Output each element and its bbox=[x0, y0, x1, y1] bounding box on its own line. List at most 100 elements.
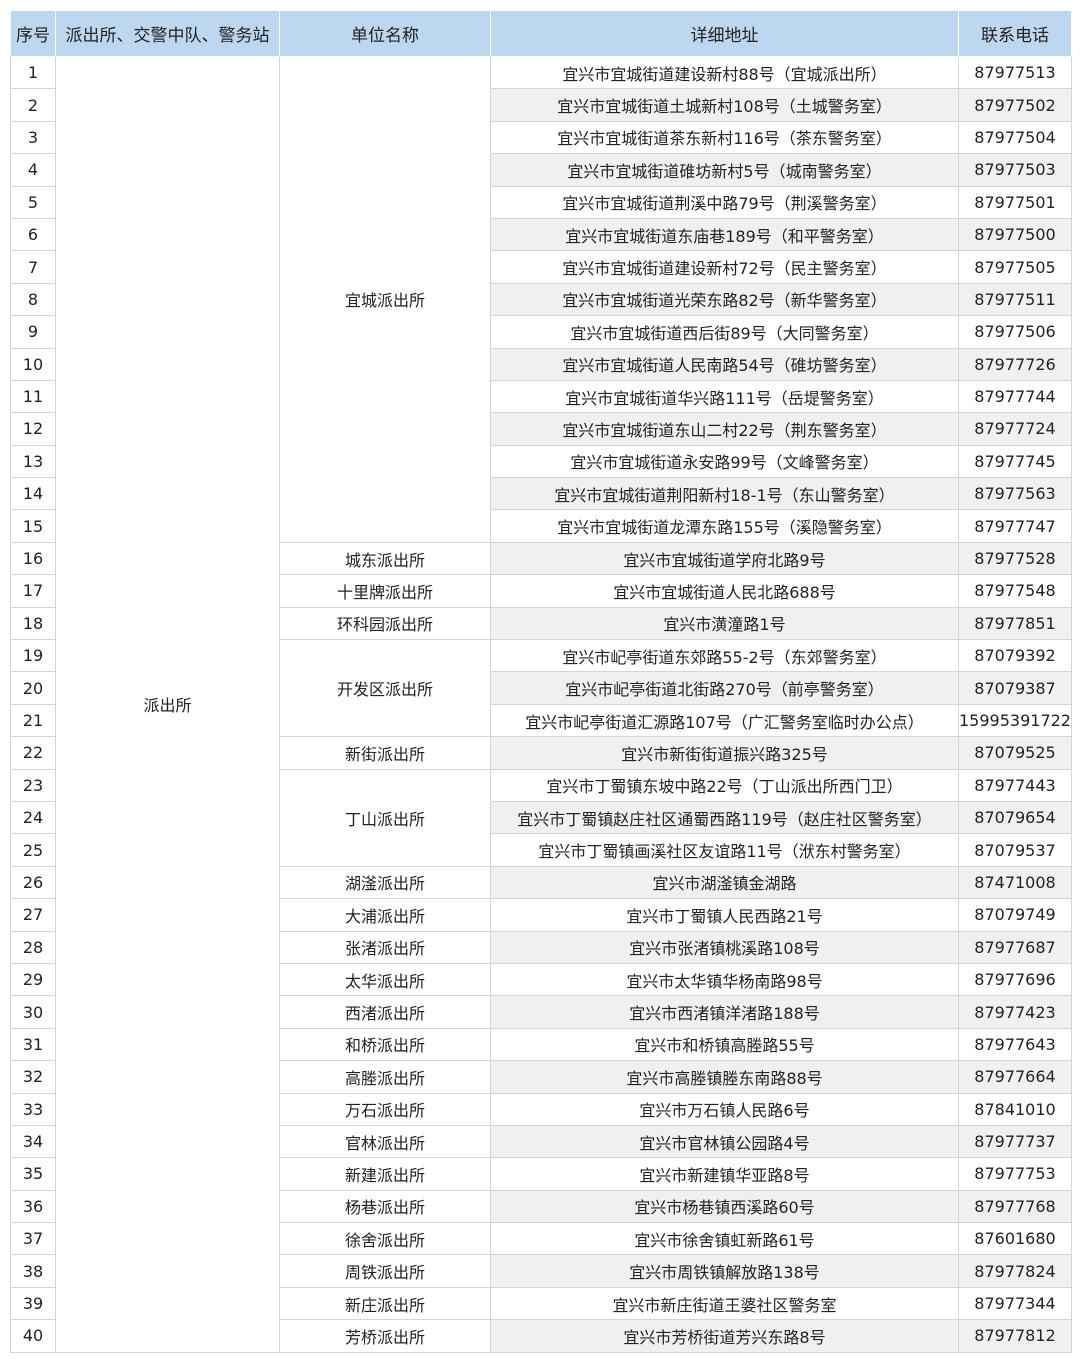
unit-name: 丁山派出所 bbox=[279, 768, 491, 867]
unit-name: 十里牌派出所 bbox=[279, 574, 491, 608]
phone-cell: 87977506 bbox=[958, 315, 1072, 349]
row-index: 39 bbox=[10, 1286, 56, 1321]
phone-cell: 87079749 bbox=[958, 898, 1072, 932]
unit-name: 开发区派出所 bbox=[279, 639, 491, 738]
address-cell: 宜兴市西渚镇洋渚路188号 bbox=[490, 995, 959, 1029]
row-index: 31 bbox=[10, 1027, 56, 1062]
row-index: 34 bbox=[10, 1124, 56, 1159]
address-cell: 宜兴市宜城街道光荣东路82号（新华警务室） bbox=[490, 282, 959, 317]
phone-cell: 87977812 bbox=[958, 1319, 1072, 1353]
address-cell: 宜兴市宜城街道东庙巷189号（和平警务室） bbox=[490, 217, 959, 252]
phone-cell: 87977724 bbox=[958, 412, 1072, 446]
table-row: 22 新街派出所 宜兴市新街街道振兴路325号 87079525 bbox=[10, 736, 1072, 770]
phone-cell: 87977344 bbox=[958, 1286, 1072, 1321]
table-row: 4 宜兴市宜城街道碓坊新村5号（城南警务室） 87977503 bbox=[10, 153, 1072, 187]
table-row: 9 宜兴市宜城街道西后街89号（大同警务室） 87977506 bbox=[10, 315, 1072, 349]
table-row: 2 宜兴市宜城街道土城新村108号（土城警务室） 87977502 bbox=[10, 88, 1072, 122]
table-row: 24 宜兴市丁蜀镇赵庄社区通蜀西路119号（赵庄社区警务室） 87079654 bbox=[10, 800, 1072, 835]
unit-name: 张渚派出所 bbox=[279, 930, 491, 964]
table-row: 31 和桥派出所 宜兴市和桥镇高塍路55号 87977643 bbox=[10, 1027, 1072, 1062]
table-row: 12 宜兴市宜城街道东山二村22号（荆东警务室） 87977724 bbox=[10, 412, 1072, 446]
phone-cell: 87079537 bbox=[958, 833, 1072, 867]
unit-name: 大浦派出所 bbox=[279, 898, 491, 932]
row-index: 13 bbox=[10, 444, 56, 479]
row-index: 21 bbox=[10, 703, 56, 738]
table-row: 35 新建派出所 宜兴市新建镇华亚路8号 87977753 bbox=[10, 1157, 1072, 1191]
phone-cell: 87977744 bbox=[958, 379, 1072, 414]
table-row: 7 宜兴市宜城街道建设新村72号（民主警务室） 87977505 bbox=[10, 250, 1072, 284]
table-row: 3 宜兴市宜城街道茶东新村116号（茶东警务室） 87977504 bbox=[10, 120, 1072, 155]
phone-cell: 87977423 bbox=[958, 995, 1072, 1029]
table-row: 16 城东派出所 宜兴市宜城街道学府北路9号 87977528 bbox=[10, 541, 1072, 576]
address-cell: 宜兴市万石镇人民路6号 bbox=[490, 1092, 959, 1126]
row-index: 37 bbox=[10, 1222, 56, 1256]
address-cell: 宜兴市潢潼路1号 bbox=[490, 606, 959, 641]
table-row: 13 宜兴市宜城街道永安路99号（文峰警务室） 87977745 bbox=[10, 444, 1072, 479]
row-index: 20 bbox=[10, 671, 56, 705]
row-index: 12 bbox=[10, 412, 56, 446]
row-index: 15 bbox=[10, 509, 56, 543]
row-index: 1 bbox=[10, 55, 56, 90]
row-index: 4 bbox=[10, 153, 56, 187]
address-cell: 宜兴市宜城街道建设新村88号（宜城派出所） bbox=[490, 55, 959, 90]
phone-cell: 87977745 bbox=[958, 444, 1072, 479]
row-index: 22 bbox=[10, 736, 56, 770]
table-row: 19 开发区派出所 宜兴市屺亭街道东郊路55-2号（东郊警务室） 87079392 bbox=[10, 639, 1072, 738]
address-cell: 宜兴市太华镇华杨南路98号 bbox=[490, 962, 959, 997]
phone-cell: 15995391722 bbox=[958, 703, 1072, 738]
phone-cell: 87079525 bbox=[958, 736, 1072, 770]
address-cell: 宜兴市宜城街道荆阳新村18-1号（东山警务室） bbox=[490, 477, 959, 511]
police-station-table: 序号 派出所、交警中队、警务站 单位名称 详细地址 联系电话 1 派出所 宜城派出所… bbox=[10, 10, 1072, 1353]
row-index: 7 bbox=[10, 250, 56, 284]
address-cell: 宜兴市湖滏镇金湖路 bbox=[490, 865, 959, 900]
address-cell: 宜兴市宜城街道土城新村108号（土城警务室） bbox=[490, 88, 959, 122]
unit-name: 太华派出所 bbox=[279, 962, 491, 997]
table-row: 1 派出所 宜城派出所 宜兴市宜城街道建设新村88号（宜城派出所） 87977513 bbox=[10, 55, 1072, 1353]
address-cell: 宜兴市宜城街道东山二村22号（荆东警务室） bbox=[490, 412, 959, 446]
row-index: 33 bbox=[10, 1092, 56, 1126]
phone-cell: 87977501 bbox=[958, 185, 1072, 219]
address-cell: 宜兴市周铁镇解放路138号 bbox=[490, 1254, 959, 1288]
table-row: 6 宜兴市宜城街道东庙巷189号（和平警务室） 87977500 bbox=[10, 217, 1072, 252]
address-cell: 宜兴市宜城街道茶东新村116号（茶东警务室） bbox=[490, 120, 959, 155]
unit-name: 高塍派出所 bbox=[279, 1060, 491, 1094]
phone-cell: 87977513 bbox=[958, 55, 1072, 90]
table-row: 38 周铁派出所 宜兴市周铁镇解放路138号 87977824 bbox=[10, 1254, 1072, 1288]
address-cell: 宜兴市宜城街道碓坊新村5号（城南警务室） bbox=[490, 153, 959, 187]
phone-cell: 87079387 bbox=[958, 671, 1072, 705]
row-index: 23 bbox=[10, 768, 56, 802]
unit-name: 西渚派出所 bbox=[279, 995, 491, 1029]
phone-cell: 87977768 bbox=[958, 1189, 1072, 1224]
row-index: 16 bbox=[10, 541, 56, 576]
row-index: 26 bbox=[10, 865, 56, 900]
address-cell: 宜兴市宜城街道永安路99号（文峰警务室） bbox=[490, 444, 959, 479]
row-index: 2 bbox=[10, 88, 56, 122]
address-cell: 宜兴市新街街道振兴路325号 bbox=[490, 736, 959, 770]
unit-name: 宜城派出所 bbox=[279, 56, 491, 543]
phone-cell: 87977500 bbox=[958, 217, 1072, 252]
unit-name: 周铁派出所 bbox=[279, 1254, 491, 1288]
unit-name: 和桥派出所 bbox=[279, 1027, 491, 1062]
address-cell: 宜兴市张渚镇桃溪路108号 bbox=[490, 930, 959, 964]
phone-cell: 87977851 bbox=[958, 606, 1072, 641]
address-cell: 宜兴市宜城街道人民北路688号 bbox=[490, 574, 959, 608]
address-cell: 宜兴市新庄街道王婆社区警务室 bbox=[490, 1286, 959, 1321]
table-row: 32 高塍派出所 宜兴市高塍镇塍东南路88号 87977664 bbox=[10, 1060, 1072, 1094]
row-index: 24 bbox=[10, 800, 56, 835]
table-row: 18 环科园派出所 宜兴市潢潼路1号 87977851 bbox=[10, 606, 1072, 641]
phone-cell: 87601680 bbox=[958, 1222, 1072, 1256]
address-cell: 宜兴市丁蜀镇东坡中路22号（丁山派出所西门卫） bbox=[490, 768, 959, 802]
table-row: 23 丁山派出所 宜兴市丁蜀镇东坡中路22号（丁山派出所西门卫） 87977443 bbox=[10, 768, 1072, 867]
phone-cell: 87977511 bbox=[958, 282, 1072, 317]
table-row: 28 张渚派出所 宜兴市张渚镇桃溪路108号 87977687 bbox=[10, 930, 1072, 964]
row-index: 18 bbox=[10, 606, 56, 641]
table-row: 8 宜兴市宜城街道光荣东路82号（新华警务室） 87977511 bbox=[10, 282, 1072, 317]
table-row: 37 徐舍派出所 宜兴市徐舍镇虹新路61号 87601680 bbox=[10, 1222, 1072, 1256]
row-index: 32 bbox=[10, 1060, 56, 1094]
table-row: 26 湖滏派出所 宜兴市湖滏镇金湖路 87471008 bbox=[10, 865, 1072, 900]
phone-cell: 87079392 bbox=[958, 639, 1072, 673]
table-row: 20 宜兴市屺亭街道北街路270号（前亭警务室） 87079387 bbox=[10, 671, 1072, 705]
row-index: 6 bbox=[10, 217, 56, 252]
phone-cell: 87977737 bbox=[958, 1124, 1072, 1159]
row-index: 17 bbox=[10, 574, 56, 608]
